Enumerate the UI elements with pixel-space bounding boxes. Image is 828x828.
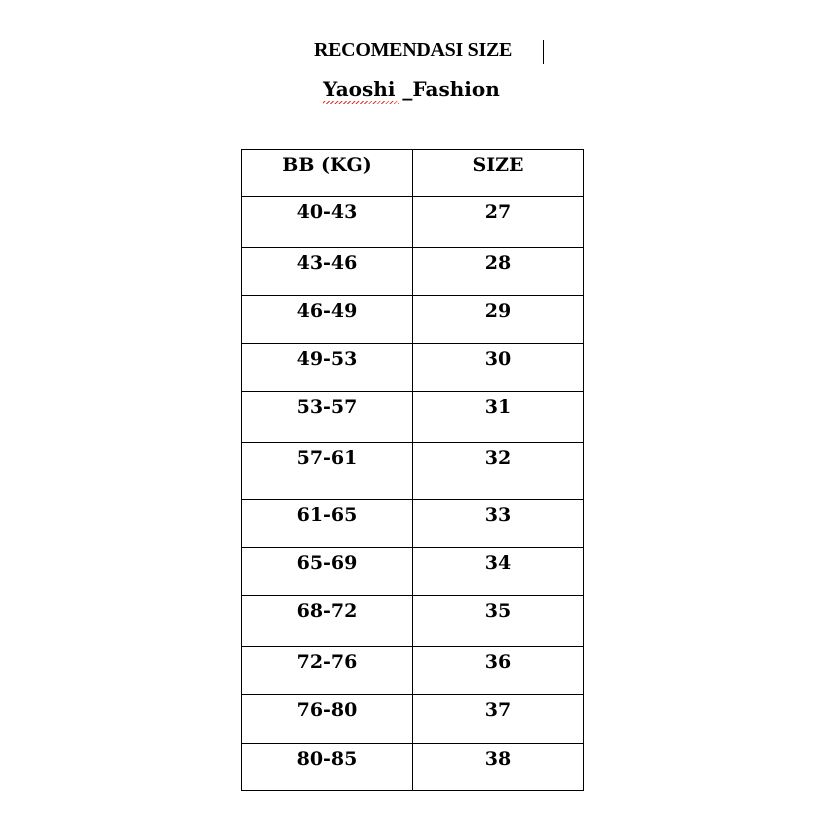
column-header: BB (KG) bbox=[241, 149, 413, 197]
spellcheck-underline bbox=[323, 101, 399, 104]
size-cell: 37 bbox=[412, 694, 584, 744]
size-cell: 34 bbox=[412, 547, 584, 596]
size-cell: 38 bbox=[412, 743, 584, 791]
weight-cell: 72-76 bbox=[241, 646, 413, 695]
size-cell: 35 bbox=[412, 595, 584, 647]
size-cell: 27 bbox=[412, 196, 584, 248]
document-subtitle: Yaoshi _Fashion bbox=[323, 77, 500, 101]
size-cell: 32 bbox=[412, 442, 584, 500]
table-row: 40-43 27 bbox=[241, 196, 584, 248]
table-row: 76-80 37 bbox=[241, 694, 584, 744]
document-title: RECOMENDASI SIZE bbox=[314, 39, 513, 61]
weight-cell: 49-53 bbox=[241, 343, 413, 392]
size-cell: 28 bbox=[412, 247, 584, 296]
weight-cell: 40-43 bbox=[241, 196, 413, 248]
table-row: 46-49 29 bbox=[241, 295, 584, 344]
table-row: 65-69 34 bbox=[241, 547, 584, 596]
table-row: 80-85 38 bbox=[241, 743, 584, 791]
weight-cell: 76-80 bbox=[241, 694, 413, 744]
weight-cell: 61-65 bbox=[241, 499, 413, 548]
size-cell: 30 bbox=[412, 343, 584, 392]
weight-cell: 68-72 bbox=[241, 595, 413, 647]
weight-cell: 46-49 bbox=[241, 295, 413, 344]
weight-cell: 43-46 bbox=[241, 247, 413, 296]
table-row: 72-76 36 bbox=[241, 646, 584, 695]
weight-cell: 65-69 bbox=[241, 547, 413, 596]
text-cursor bbox=[543, 40, 544, 64]
table-row: 43-46 28 bbox=[241, 247, 584, 296]
weight-cell: 53-57 bbox=[241, 391, 413, 443]
size-table: BB (KG) SIZE 40-43 27 43-46 28 46-49 29 49-53 30 5… bbox=[241, 149, 584, 791]
weight-cell: 57-61 bbox=[241, 442, 413, 500]
table-row: 49-53 30 bbox=[241, 343, 584, 392]
size-cell: 31 bbox=[412, 391, 584, 443]
table-row: 61-65 33 bbox=[241, 499, 584, 548]
table-row: 53-57 31 bbox=[241, 391, 584, 443]
size-cell: 33 bbox=[412, 499, 584, 548]
table-row: 57-61 32 bbox=[241, 442, 584, 500]
table-header-row: BB (KG) SIZE bbox=[241, 149, 584, 197]
size-cell: 36 bbox=[412, 646, 584, 695]
table-row: 68-72 35 bbox=[241, 595, 584, 647]
weight-cell: 80-85 bbox=[241, 743, 413, 791]
size-cell: 29 bbox=[412, 295, 584, 344]
column-header: SIZE bbox=[412, 149, 584, 197]
